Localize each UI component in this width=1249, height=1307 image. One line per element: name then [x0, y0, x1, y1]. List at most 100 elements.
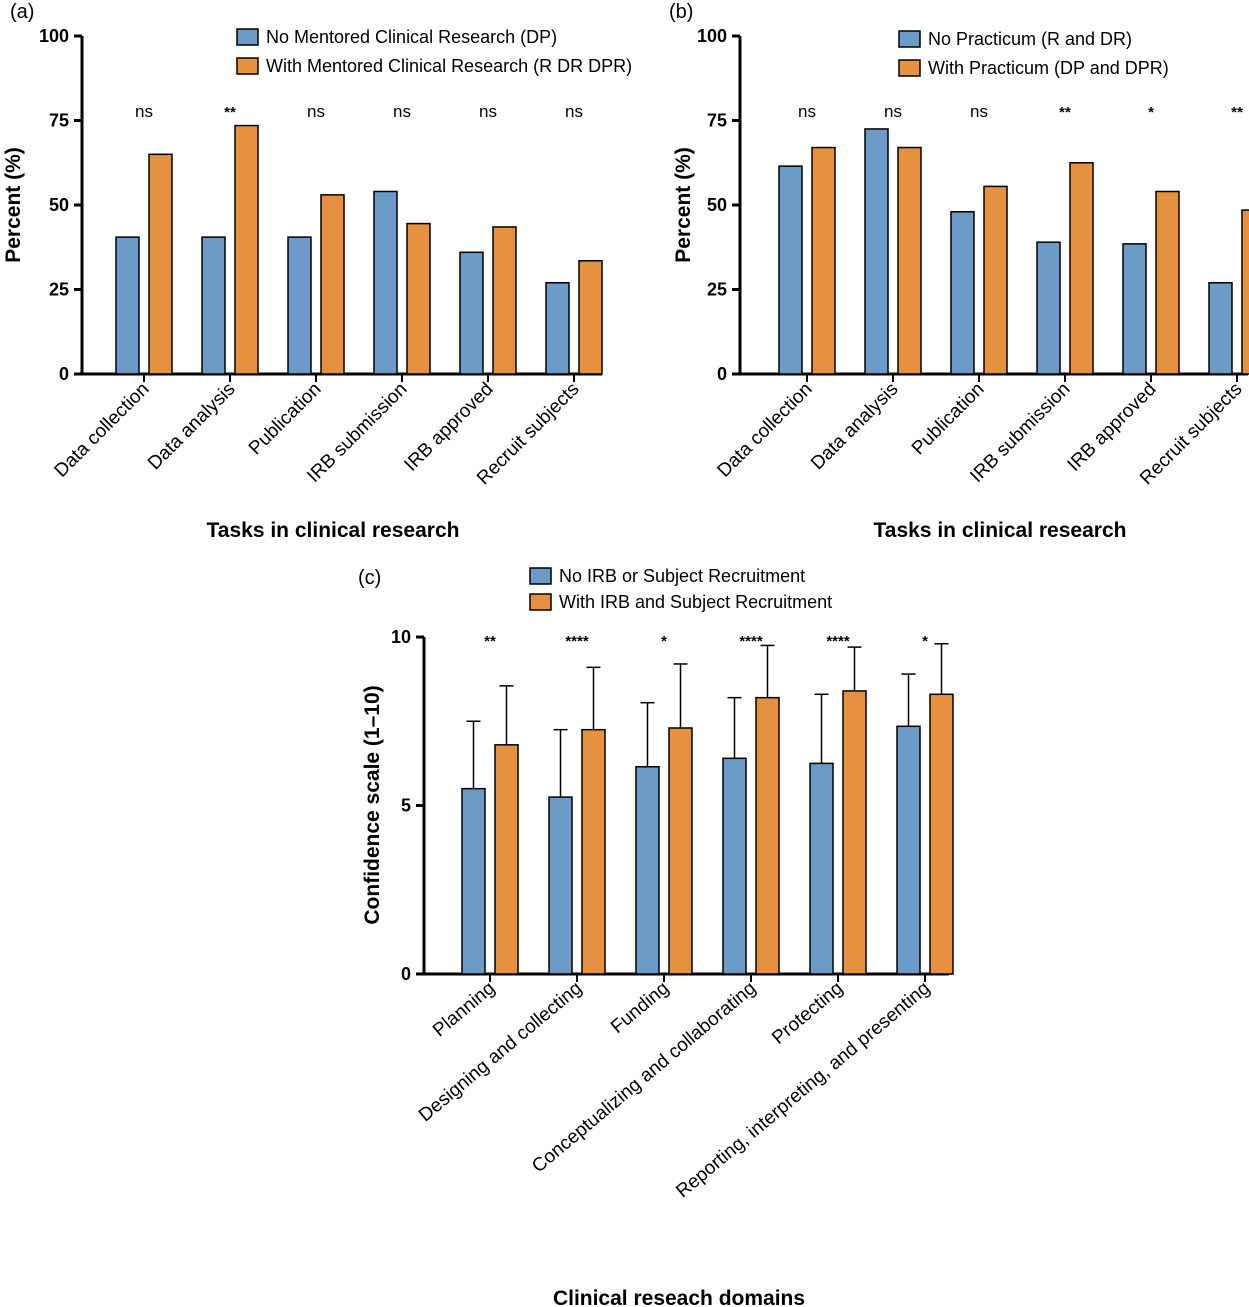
bar-series-0 [461, 787, 486, 975]
y-tick-label: 5 [401, 796, 411, 816]
x-axis-title: Tasks in clinical research [207, 519, 460, 542]
bar-series-0 [1122, 243, 1147, 375]
significance-label: ns [565, 102, 583, 121]
y-tick-label: 50 [49, 195, 69, 215]
significance-label: ** [224, 104, 236, 121]
bar-series-1 [234, 124, 259, 375]
x-category-label: Publication [908, 379, 989, 460]
x-axis-title: Tasks in clinical research [874, 519, 1127, 542]
bar-series-1 [842, 690, 867, 975]
bar-series-1 [983, 185, 1008, 375]
y-axis-title: Percent (%) [672, 147, 695, 263]
x-category-label: Publication [245, 379, 326, 460]
y-axis-title: Percent (%) [2, 147, 25, 263]
bar-series-0 [1208, 281, 1233, 375]
bar-series-1 [897, 146, 922, 375]
bar-series-0 [809, 762, 834, 975]
chart-panel-2: (c) 0 5 10 Confidence scale (1–10) Clinical r… [358, 566, 954, 1307]
x-category-label: Planning [429, 978, 499, 1042]
legend-label-1: With Mentored Clinical Research (R DR DP… [266, 56, 632, 76]
x-category-label: Funding [607, 978, 673, 1038]
x-category-label: IRB approved [1064, 379, 1161, 476]
y-tick-label: 75 [707, 111, 727, 131]
bar-series-1 [320, 194, 345, 375]
bar-series-0 [722, 757, 747, 975]
legend-swatch-0 [898, 30, 921, 48]
bar-series-1 [811, 146, 836, 375]
bar-series-1 [1155, 190, 1180, 375]
legend-label-0: No Mentored Clinical Research (DP) [266, 27, 557, 47]
bar-series-1 [148, 153, 173, 375]
y-tick-label: 10 [391, 627, 411, 647]
legend-swatch-1 [529, 593, 552, 611]
bar-series-1 [406, 222, 431, 375]
bar-series-1 [494, 744, 519, 975]
y-tick-label: 25 [707, 280, 727, 300]
significance-label: ns [479, 102, 497, 121]
y-tick-label: 0 [59, 364, 69, 384]
significance-label: ns [884, 102, 902, 121]
significance-label: ** [484, 633, 496, 650]
bar-series-1 [1069, 162, 1094, 375]
significance-label: **** [739, 633, 763, 650]
legend-label-1: With IRB and Subject Recruitment [559, 592, 832, 612]
bar-series-0 [950, 211, 975, 375]
x-category-label: Protecting [768, 978, 847, 1049]
bar-series-0 [201, 236, 226, 375]
significance-label: **** [565, 633, 589, 650]
y-tick-label: 100 [697, 26, 727, 46]
significance-label: ns [798, 102, 816, 121]
x-category-label: Data collection [51, 379, 154, 482]
bar-series-1 [1241, 209, 1249, 375]
x-category-label: Designing and collecting [415, 978, 586, 1126]
legend-swatch-0 [236, 28, 259, 46]
chart-panel-0: (a) 0 25 50 75 100 Percent (%) Tasks in clinica… [2, 1, 632, 542]
bar-series-0 [864, 128, 889, 375]
bar-series-1 [492, 226, 517, 375]
y-tick-label: 0 [401, 964, 411, 984]
bar-series-0 [373, 190, 398, 375]
significance-label: ** [1231, 104, 1243, 121]
y-tick-label: 100 [39, 26, 69, 46]
significance-label: ns [307, 102, 325, 121]
significance-label: ** [1059, 104, 1071, 121]
significance-label: * [1148, 104, 1154, 121]
legend-label-1: With Practicum (DP and DPR) [928, 58, 1169, 78]
y-tick-label: 50 [707, 195, 727, 215]
legend-swatch-0 [529, 567, 552, 585]
significance-label: ns [393, 102, 411, 121]
y-tick-label: 75 [49, 111, 69, 131]
bar-series-0 [545, 281, 570, 375]
legend-label-0: No IRB or Subject Recruitment [559, 566, 805, 586]
bar-series-0 [548, 796, 573, 975]
bar-series-0 [778, 165, 803, 375]
bar-series-0 [635, 765, 660, 975]
legend-label-0: No Practicum (R and DR) [928, 29, 1132, 49]
bar-series-1 [755, 696, 780, 975]
x-axis-title: Clinical reseach domains [553, 1287, 805, 1307]
x-category-label: IRB approved [401, 379, 498, 476]
bar-series-0 [115, 236, 140, 375]
bar-series-1 [581, 728, 606, 975]
panel-letter: (c) [358, 567, 381, 589]
panel-letter: (b) [669, 1, 693, 23]
y-axis-title: Confidence scale (1–10) [361, 685, 384, 924]
significance-label: ns [970, 102, 988, 121]
significance-label: * [661, 633, 667, 650]
chart-panel-1: (b) 0 25 50 75 100 Percent (%) Tasks in clinica… [669, 1, 1249, 542]
bar-series-0 [459, 251, 484, 375]
y-tick-label: 0 [717, 364, 727, 384]
bar-series-1 [929, 693, 954, 975]
panel-letter: (a) [10, 1, 34, 23]
x-category-label: Data analysis [144, 379, 240, 475]
legend-swatch-1 [236, 57, 259, 75]
bar-series-0 [1036, 241, 1061, 375]
bar-series-0 [287, 236, 312, 375]
x-category-label: Data analysis [807, 379, 903, 475]
bar-series-1 [668, 727, 693, 975]
y-tick-label: 25 [49, 280, 69, 300]
bar-series-0 [896, 725, 921, 975]
legend-swatch-1 [898, 59, 921, 77]
significance-label: **** [826, 633, 850, 650]
